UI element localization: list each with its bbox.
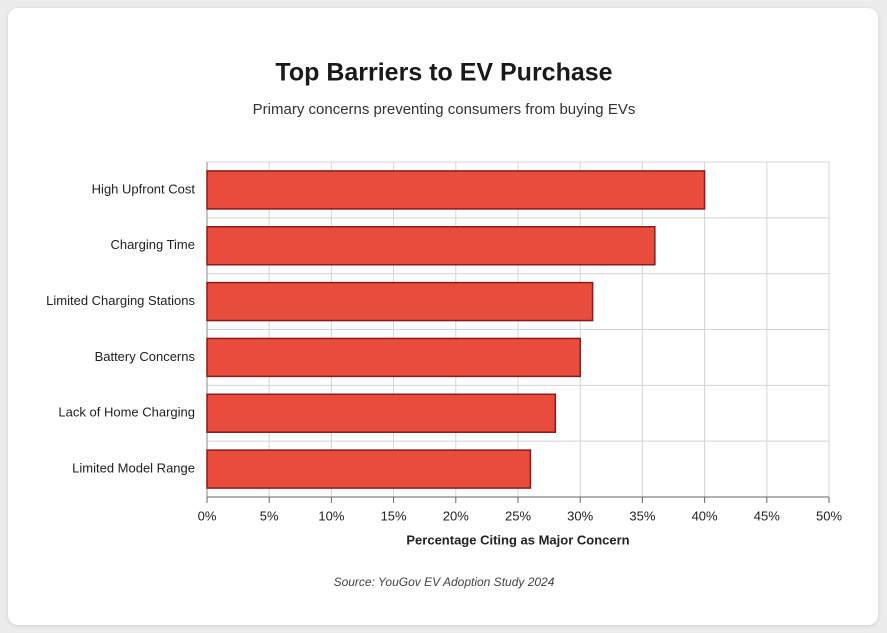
x-tick-label: 20% — [443, 508, 469, 523]
y-tick-label: Limited Model Range — [72, 461, 195, 476]
y-tick-label: Lack of Home Charging — [58, 405, 195, 420]
bar — [206, 393, 557, 433]
x-tick-label: 10% — [318, 508, 344, 523]
x-tick-label: 35% — [629, 508, 655, 523]
bar — [206, 449, 532, 489]
x-tick-label: 25% — [505, 508, 531, 523]
chart-title: Top Barriers to EV Purchase — [275, 59, 612, 87]
x-tick-label: 40% — [692, 508, 718, 523]
y-tick-label: Battery Concerns — [95, 349, 196, 364]
x-axis-title: Percentage Citing as Major Concern — [406, 532, 629, 547]
x-tick-label: 15% — [381, 508, 407, 523]
bar — [206, 170, 706, 210]
chart-subtitle: Primary concerns preventing consumers fr… — [253, 101, 636, 118]
bar — [206, 337, 581, 378]
x-tick-label: 45% — [754, 508, 780, 523]
y-tick-label: High Upfront Cost — [92, 181, 196, 196]
x-tick-label: 5% — [260, 508, 279, 523]
bar — [206, 281, 594, 322]
x-tick-label: 30% — [567, 508, 593, 523]
x-tick-label: 0% — [198, 508, 217, 523]
y-tick-label: Charging Time — [110, 237, 195, 252]
y-tick-label: Limited Charging Stations — [46, 293, 195, 308]
bar — [206, 226, 656, 266]
x-tick-label: 50% — [816, 508, 842, 523]
source-note: Source: YouGov EV Adoption Study 2024 — [334, 575, 555, 589]
